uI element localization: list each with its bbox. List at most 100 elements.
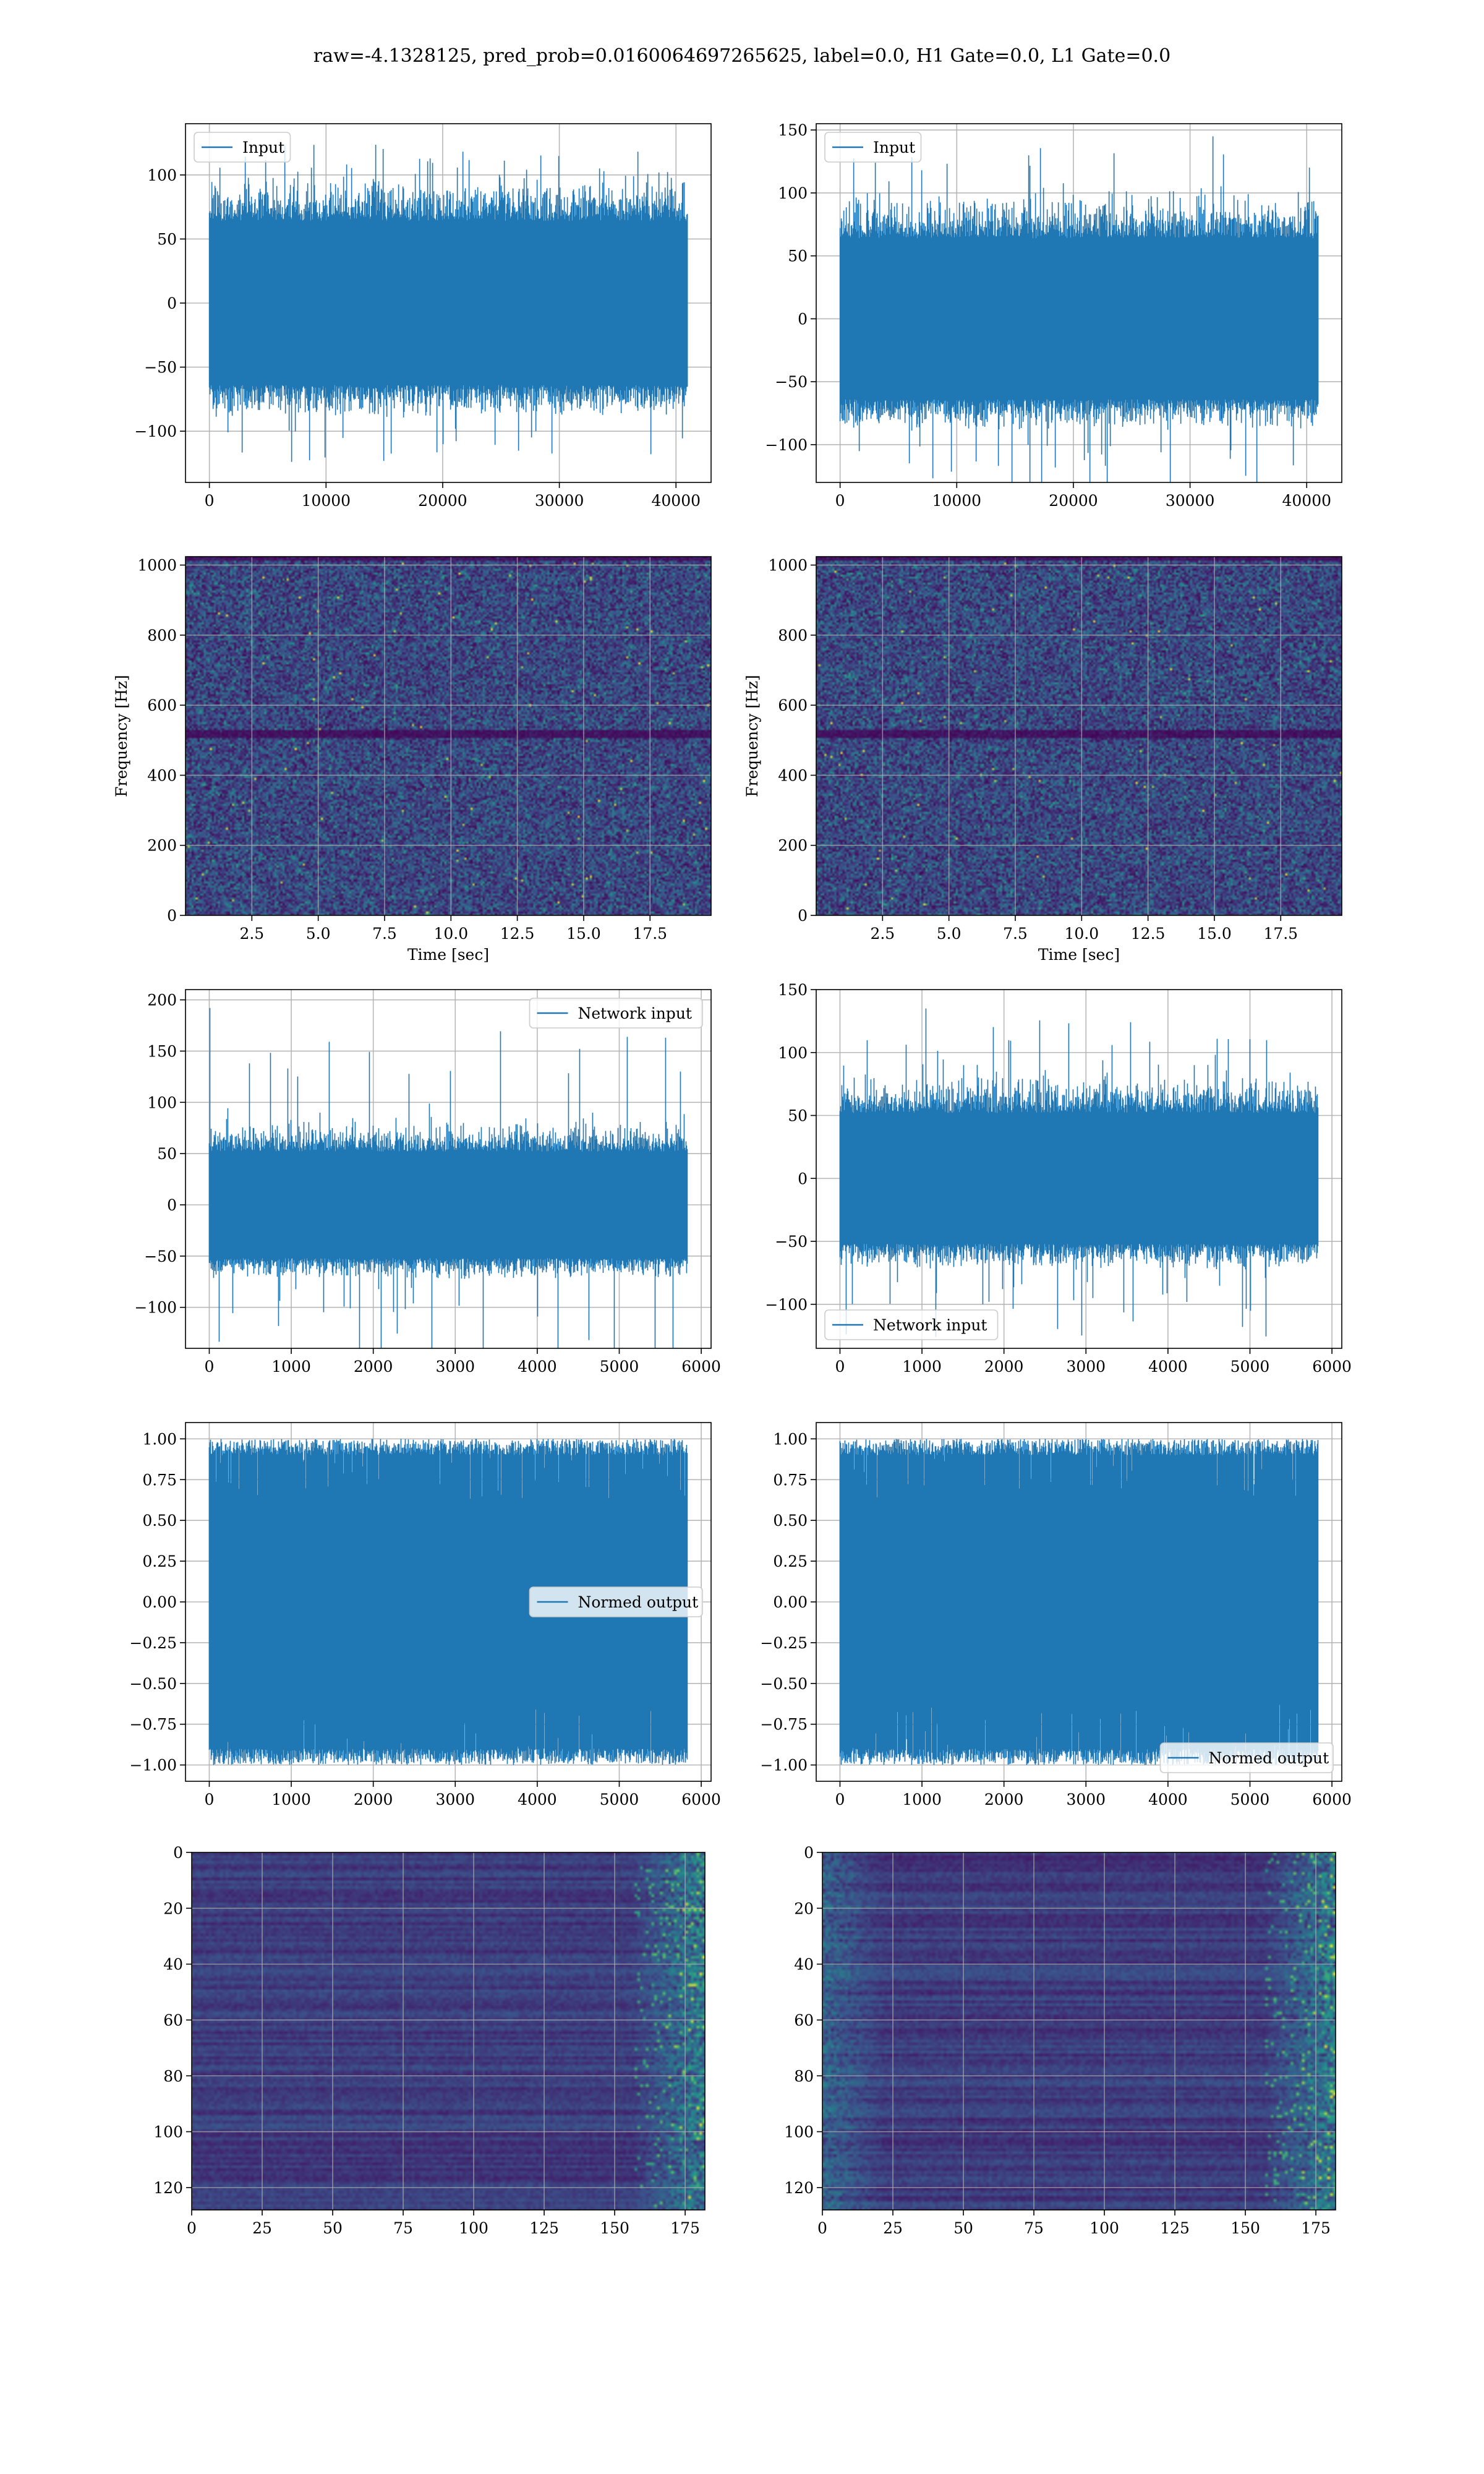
y-tick-label: 0.25	[142, 1552, 177, 1570]
y-tick-label: 1000	[768, 557, 808, 575]
legend-box	[824, 132, 922, 163]
y-tick-label: 1.00	[773, 1430, 808, 1448]
legend-label: Normed output	[1209, 1749, 1329, 1767]
series-line	[839, 1008, 1319, 1337]
plot-area	[186, 557, 711, 915]
y-tick-label: 100	[147, 1094, 177, 1111]
legend: Input	[194, 132, 291, 163]
chart-input-right: 0 10000 20000 30000 40000 −100 −50 0 50 100 150 Inp…	[765, 121, 1342, 510]
x-tick-label: 3000	[435, 1358, 475, 1376]
legend: Network input	[824, 1309, 999, 1340]
x-tick-label: 30000	[1166, 492, 1215, 510]
y-tick-label: −0.75	[129, 1716, 177, 1734]
x-tick-label: 5.0	[937, 925, 962, 943]
y-tick-label: 40	[794, 1956, 814, 1974]
chart-network-input-right: 0 1000 2000 3000 4000 5000 6000 −100 −50 0 50 100 15…	[765, 981, 1352, 1376]
plot-area	[816, 557, 1342, 915]
y-tick-label: −100	[765, 436, 808, 454]
x-tick-label: 125	[1160, 2219, 1190, 2237]
x-tick-label: 40000	[651, 492, 701, 510]
y-tick-label: 0.25	[773, 1552, 808, 1570]
y-tick-label: 150	[778, 121, 808, 139]
y-tick-label: −1.00	[129, 1757, 177, 1774]
y-tick-label: 600	[778, 696, 808, 714]
legend-box	[529, 998, 703, 1029]
x-tick-label: 10000	[302, 492, 351, 510]
series-line	[839, 1439, 1319, 1765]
x-tick-label: 5000	[600, 1358, 639, 1376]
y-tick-label: 0	[167, 907, 177, 925]
y-tick-label: −50	[144, 359, 177, 377]
x-tick-label: 25	[252, 2219, 272, 2237]
x-tick-label: 5000	[600, 1791, 639, 1808]
plot-area	[192, 1852, 705, 2210]
plot-area	[186, 1423, 711, 1781]
legend: Normed output	[1159, 1742, 1334, 1773]
y-tick-label: 1.00	[142, 1430, 177, 1448]
legend-box	[529, 1586, 703, 1617]
legend-box	[1159, 1742, 1334, 1773]
x-tick-label: 4000	[518, 1358, 557, 1376]
x-tick-label: 25	[883, 2219, 903, 2237]
y-tick-label: −1.00	[760, 1757, 808, 1774]
y-tick-label: 100	[153, 2123, 183, 2141]
y-tick-label: 50	[157, 230, 177, 248]
plot-area	[186, 990, 711, 1348]
legend-label: Network input	[873, 1316, 987, 1334]
x-tick-label: 10.0	[433, 925, 468, 943]
plot-area	[816, 124, 1342, 482]
x-tick-label: 4000	[1148, 1358, 1188, 1376]
axes-frame	[822, 1852, 1336, 2211]
x-tick-label: 0	[205, 492, 215, 510]
x-tick-label: 150	[1230, 2219, 1260, 2237]
x-tick-label: 6000	[1312, 1358, 1352, 1376]
axes-frame	[816, 123, 1342, 483]
x-tick-label: 7.5	[372, 925, 397, 943]
x-tick-label: 20000	[1049, 492, 1098, 510]
y-tick-label: 0	[798, 1170, 808, 1188]
chart-normed-output-left: 0 1000 2000 3000 4000 5000 6000 −1.00 −0.75 −0.50…	[129, 1422, 721, 1808]
y-tick-label: −100	[134, 1299, 177, 1317]
y-tick-label: 60	[163, 2011, 183, 2029]
x-tick-label: 0	[835, 492, 845, 510]
x-axis-label: Time [sec]	[407, 946, 489, 964]
y-tick-label: 0	[798, 907, 808, 925]
x-tick-label: 3000	[435, 1791, 475, 1808]
y-tick-label: 0.75	[773, 1471, 808, 1489]
x-tick-label: 6000	[681, 1358, 721, 1376]
x-tick-label: 20000	[418, 492, 467, 510]
y-tick-label: 400	[778, 766, 808, 784]
x-tick-label: 7.5	[1003, 925, 1028, 943]
legend-label: Input	[242, 139, 284, 156]
y-tick-label: −0.25	[129, 1634, 177, 1652]
x-tick-label: 4000	[1148, 1791, 1188, 1808]
x-tick-label: 1000	[271, 1791, 311, 1808]
legend-label: Normed output	[578, 1593, 699, 1611]
plot-area	[816, 990, 1342, 1348]
series-line	[839, 136, 1319, 482]
x-tick-label: 2.5	[870, 925, 895, 943]
y-tick-label: −100	[765, 1296, 808, 1314]
y-tick-label: −50	[775, 1233, 808, 1251]
chart-spectrogram-left: 2.5 5.0 7.5 10.0 12.5 15.0 17.5 0 200 400 600 800 10…	[113, 556, 712, 964]
x-tick-label: 3000	[1066, 1791, 1106, 1808]
y-tick-label: 0.00	[773, 1593, 808, 1611]
x-tick-label: 10000	[932, 492, 982, 510]
y-tick-label: 0.75	[142, 1471, 177, 1489]
x-tick-label: 125	[529, 2219, 559, 2237]
y-tick-label: 120	[153, 2179, 183, 2197]
y-tick-label: 0	[173, 1844, 183, 1862]
x-tick-label: 75	[1024, 2219, 1044, 2237]
y-tick-label: 20	[794, 1899, 814, 1917]
x-tick-label: 2000	[984, 1791, 1024, 1808]
plot-area	[822, 1852, 1336, 2210]
axes-frame	[185, 556, 712, 916]
legend: Normed output	[529, 1586, 703, 1617]
y-tick-label: 0.00	[142, 1593, 177, 1611]
x-tick-label: 150	[600, 2219, 629, 2237]
y-tick-label: 0.50	[142, 1512, 177, 1530]
chart-network-input-left: 0 1000 2000 3000 4000 5000 6000 −100 −50 0 50 100 15…	[134, 989, 721, 1376]
x-axis-label: Time [sec]	[1038, 946, 1120, 964]
x-tick-label: 15.0	[566, 925, 601, 943]
y-tick-label: 800	[147, 627, 177, 644]
